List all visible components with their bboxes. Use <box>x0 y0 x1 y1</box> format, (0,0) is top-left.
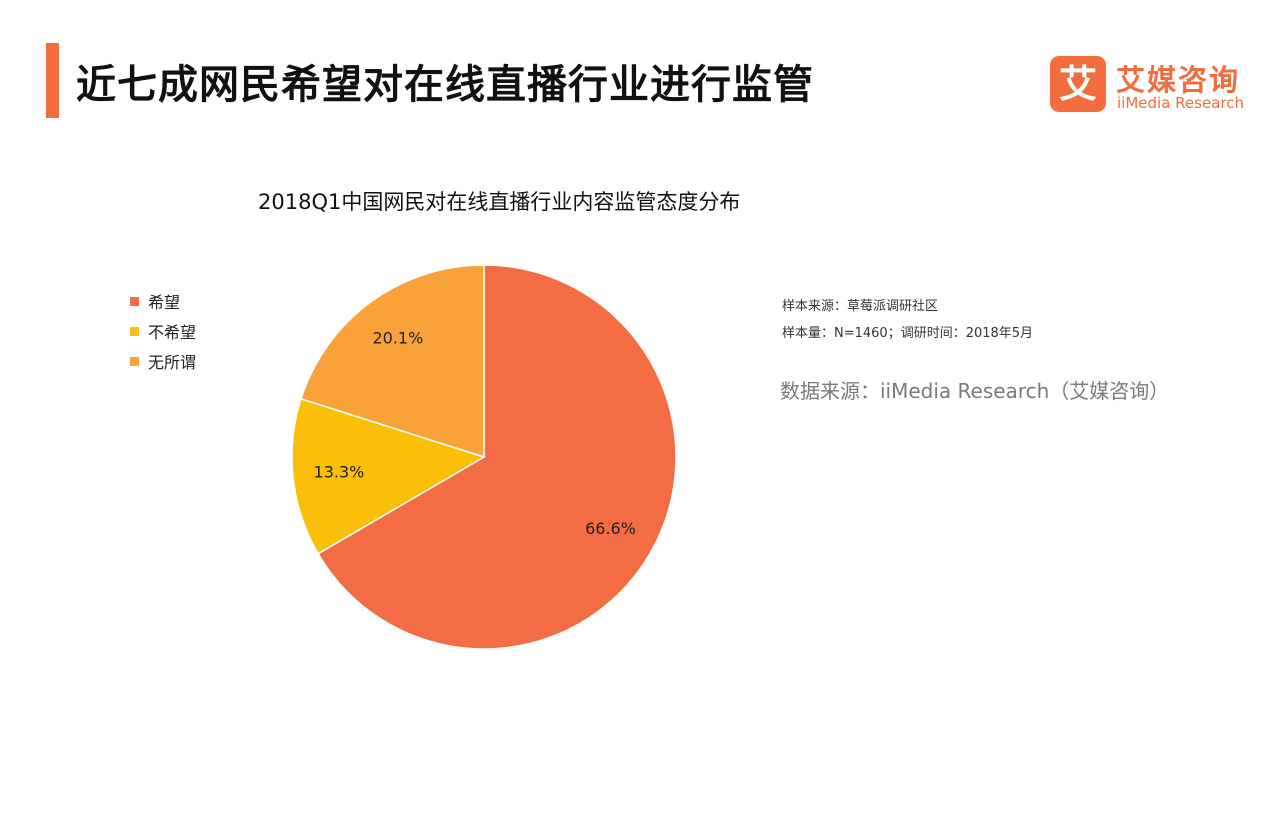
pie-slice-indifferent <box>300 264 485 459</box>
legend-swatch-indifferent <box>130 356 139 366</box>
data-source-note: 数据来源：iiMedia Research（艾媒咨询） <box>780 379 1170 403</box>
title-accent-bar <box>46 43 59 118</box>
logo-mark-icon: 艾 <box>1050 56 1106 112</box>
sample-source-note: 样本来源：草莓派调研社区 <box>782 299 939 314</box>
legend-label-hope: 希望 <box>148 293 181 312</box>
chart-legend: 希望 不希望 无所谓 <box>130 286 196 376</box>
pie-label-not-hope: 13.3% <box>314 463 365 482</box>
pie-label-hope: 66.6% <box>585 519 636 538</box>
pie-slice-not-hope <box>291 397 486 555</box>
legend-label-not-hope: 不希望 <box>148 323 197 342</box>
legend-item-indifferent: 无所谓 <box>130 346 196 376</box>
chart-title: 2018Q1中国网民对在线直播行业内容监管态度分布 <box>258 190 741 214</box>
legend-item-hope: 希望 <box>130 286 196 316</box>
legend-label-indifferent: 无所谓 <box>148 353 197 372</box>
sample-size-note: 样本量：N=1460；调研时间：2018年5月 <box>782 326 1034 341</box>
logo-en-text: iiMedia Research <box>1117 94 1244 112</box>
logo-cn-text: 艾媒咨询 <box>1116 63 1241 97</box>
brand-logo: 艾 艾媒咨询 iiMedia Research <box>1050 56 1260 114</box>
pie-slice-hope <box>317 264 677 650</box>
legend-item-not-hope: 不希望 <box>130 316 196 346</box>
legend-swatch-hope <box>130 296 139 306</box>
legend-swatch-not-hope <box>130 326 139 336</box>
pie-label-indifferent: 20.1% <box>372 329 423 348</box>
page-title: 近七成网民希望对在线直播行业进行监管 <box>76 62 814 108</box>
